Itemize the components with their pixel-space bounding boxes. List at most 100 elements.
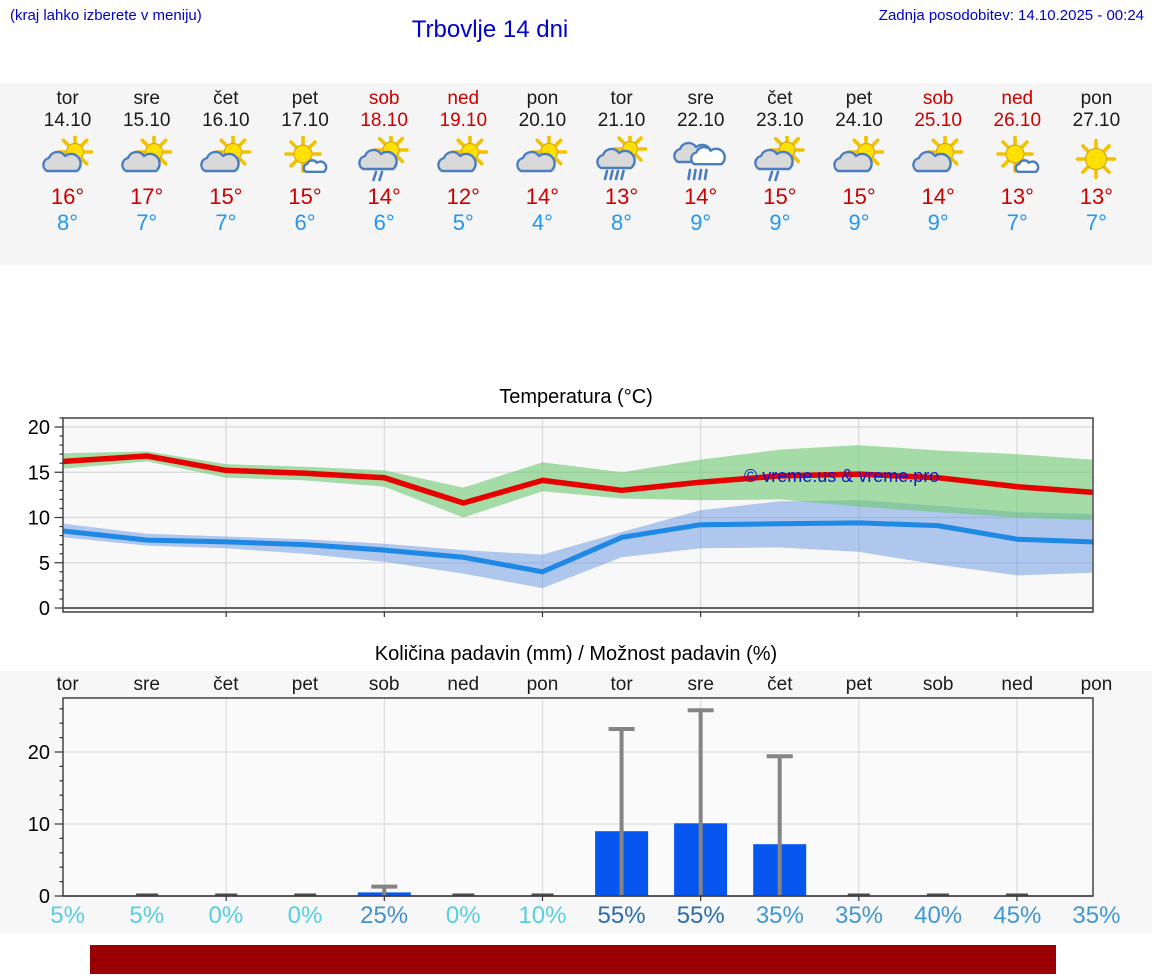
day-date: 20.10: [518, 110, 567, 131]
day-date: 15.10: [122, 110, 171, 131]
precip-zero-dash: [136, 893, 159, 896]
cloud-shape: [200, 150, 240, 173]
sun-small-cloud-weather-icon: [284, 135, 328, 173]
weather-icon: [672, 136, 729, 182]
cloud-shape: [437, 150, 478, 173]
precip-day-label: tor: [610, 674, 633, 695]
partly-weather-icon: [437, 133, 489, 173]
day-date: 14.10: [43, 110, 92, 131]
day-date: 25.10: [914, 110, 962, 131]
precip-percent: 35%: [1072, 902, 1121, 929]
svg-text:20: 20: [28, 742, 50, 764]
temp-min: 6°: [373, 210, 395, 235]
weather-icon: [910, 133, 966, 182]
day-column: pon 20.10 14° 4°: [503, 88, 582, 236]
day-column: ned 26.10 13° 7°: [978, 88, 1057, 236]
shower-weather-icon: [754, 132, 805, 182]
temp-max: 14°: [684, 184, 718, 209]
sun-shape: [284, 135, 322, 173]
day-name: tor: [56, 88, 79, 109]
precip-zero-dash: [294, 893, 317, 896]
rain-sun-weather-icon: [595, 131, 647, 181]
weather-icon: [356, 132, 412, 182]
cloud-shape: [595, 147, 636, 170]
sun-shape: [1076, 138, 1117, 180]
temperature-chart-title: Temperatura (°C): [499, 386, 653, 408]
svg-text:10: 10: [28, 814, 50, 836]
temp-min: 7°: [1085, 210, 1107, 235]
day-name: čet: [767, 88, 793, 109]
day-name: pet: [845, 88, 873, 109]
day-name: ned: [1001, 88, 1034, 109]
day-name: sre: [133, 88, 160, 109]
weather-icon: [277, 135, 333, 182]
temp-min: 7°: [215, 210, 237, 235]
precip-zero-dash: [452, 893, 475, 896]
temp-min: 4°: [531, 210, 553, 235]
menu-hint: (kraj lahko izberete v meniju): [10, 7, 202, 24]
partly-weather-icon: [41, 133, 93, 173]
partly-weather-icon: [200, 133, 252, 173]
cloud-shape: [754, 148, 794, 171]
temp-max: 13°: [604, 184, 639, 209]
day-date: 26.10: [993, 110, 1042, 131]
weather-icon: [1068, 136, 1124, 182]
day-name: pet: [291, 88, 319, 109]
temp-min: 7°: [1006, 210, 1028, 235]
day-column: sob 18.10 14° 6°: [345, 88, 424, 236]
precip-day-label: pet: [845, 674, 873, 695]
day-date: 27.10: [1072, 110, 1121, 131]
precip-percent: 25%: [360, 902, 409, 929]
sun-weather-icon: [1076, 138, 1117, 180]
day-column: ned 19.10 12° 5°: [424, 88, 503, 236]
weather-icon: [198, 133, 254, 182]
day-column: sre 22.10 14° 9°: [661, 88, 740, 236]
precip-percent: 45%: [993, 902, 1042, 929]
temp-max: 17°: [130, 184, 164, 209]
temp-min: 9°: [848, 210, 870, 235]
temp-min: 7°: [136, 210, 158, 235]
day-name: sob: [922, 88, 954, 109]
temp-max: 13°: [1000, 184, 1034, 209]
temp-max: 15°: [288, 184, 322, 209]
day-name: pon: [1080, 88, 1113, 109]
temp-max: 14°: [367, 184, 401, 209]
day-date: 23.10: [756, 110, 804, 131]
day-column: tor 14.10 16° 8°: [28, 88, 107, 236]
day-name: sob: [368, 88, 400, 109]
precip-percent: 5%: [129, 902, 165, 929]
weather-icon: [435, 133, 491, 182]
cloud-shape: [516, 150, 557, 173]
day-name: tor: [610, 88, 633, 109]
rain-weather-icon: [672, 141, 726, 181]
precip-day-label: sre: [133, 674, 160, 695]
precip-percent: 0%: [208, 902, 244, 929]
temp-min: 5°: [452, 210, 474, 235]
temperature-chart: 0 5 10 15 20: [28, 417, 1094, 617]
precip-day-labels: tor sre čet pet sob ned pon tor sre čet pet sob ned p…: [28, 673, 1136, 697]
precip-percent: 35%: [834, 902, 884, 929]
day-date: 16.10: [202, 110, 250, 131]
cloud-shape: [302, 159, 328, 173]
day-column: pet 17.10 15° 6°: [265, 88, 344, 236]
cloud-shape: [41, 150, 82, 173]
day-date: 24.10: [835, 110, 883, 131]
watermark-link[interactable]: © vreme.us & vreme.pro: [744, 466, 940, 486]
precip-percent: 35%: [755, 902, 804, 929]
temp-max: 15°: [209, 184, 243, 209]
day-date: 22.10: [676, 110, 725, 131]
temp-min: 9°: [927, 210, 949, 235]
temp-min: 8°: [611, 210, 633, 235]
cloud-shape: [912, 150, 952, 173]
svg-text:0: 0: [39, 886, 50, 903]
day-name: pon: [526, 88, 559, 109]
temp-max: 16°: [50, 184, 85, 209]
day-column: sob 25.10 14° 9°: [899, 88, 978, 236]
day-name: čet: [213, 88, 239, 109]
precip-day-label: tor: [56, 674, 79, 695]
partly-weather-icon: [833, 133, 885, 173]
precip-day-label: čet: [213, 674, 239, 695]
day-date: 18.10: [360, 110, 408, 131]
precip-day-label: pet: [291, 674, 319, 695]
day-date: 19.10: [439, 110, 488, 131]
